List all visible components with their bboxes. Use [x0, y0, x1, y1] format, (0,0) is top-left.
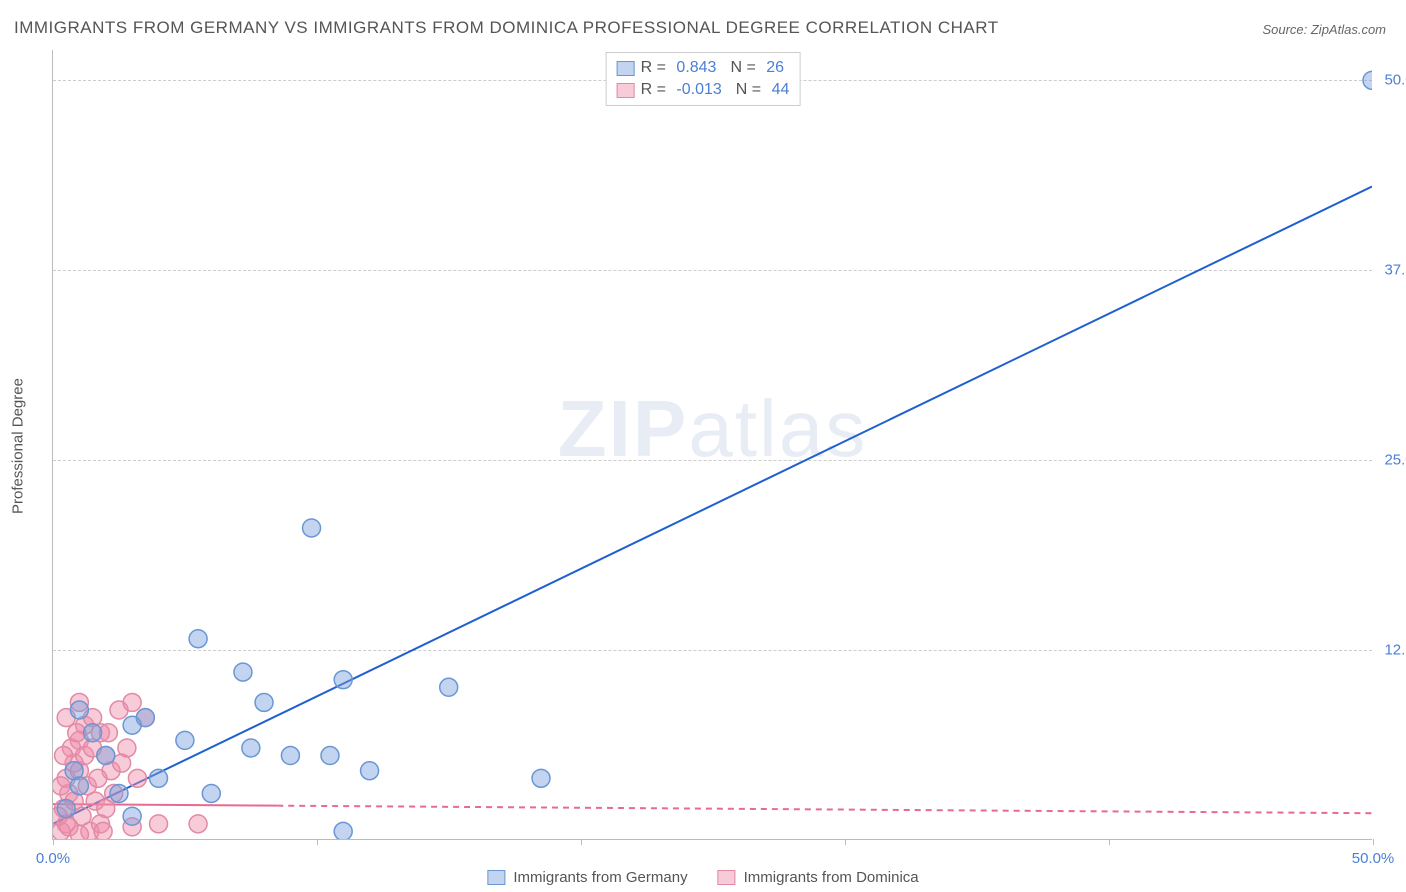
data-point [128, 769, 146, 787]
legend-swatch [718, 870, 736, 885]
data-point [94, 822, 112, 839]
y-tick-label: 37.5% [1384, 262, 1406, 279]
data-point [123, 716, 141, 734]
legend-swatch [617, 83, 635, 98]
data-point [97, 747, 115, 765]
data-point [84, 724, 102, 742]
legend-correlation-text: R = -0.013N = 44 [641, 79, 790, 101]
data-point [110, 784, 128, 802]
y-axis-title: Professional Degree [10, 378, 27, 514]
legend-correlation: R = 0.843N = 26R = -0.013N = 44 [606, 52, 801, 106]
plot-area: ZIPatlas 12.5%25.0%37.5%50.0%0.0%50.0% [52, 50, 1372, 840]
x-tick [53, 839, 54, 845]
legend-correlation-text: R = 0.843N = 26 [641, 57, 784, 79]
data-point [150, 815, 168, 833]
legend-correlation-row: R = 0.843N = 26 [617, 57, 790, 79]
data-point [89, 769, 107, 787]
x-tick [581, 839, 582, 845]
y-tick-label: 50.0% [1384, 72, 1406, 89]
legend-series-label: Immigrants from Germany [513, 869, 687, 886]
y-tick-label: 12.5% [1384, 642, 1406, 659]
data-point [55, 747, 73, 765]
data-point [1363, 71, 1372, 89]
data-point [123, 807, 141, 825]
data-point [189, 815, 207, 833]
data-point [150, 769, 168, 787]
legend-series-label: Immigrants from Dominica [744, 869, 919, 886]
legend-series-item: Immigrants from Dominica [718, 869, 919, 886]
data-point [242, 739, 260, 757]
data-point [234, 663, 252, 681]
data-point [281, 747, 299, 765]
data-point [303, 519, 321, 537]
x-tick [845, 839, 846, 845]
x-tick [317, 839, 318, 845]
data-point [123, 693, 141, 711]
data-point [321, 747, 339, 765]
data-point [189, 630, 207, 648]
legend-swatch [487, 870, 505, 885]
data-point [361, 762, 379, 780]
legend-swatch [617, 61, 635, 76]
data-point [57, 800, 75, 818]
x-tick-label-start: 0.0% [36, 850, 70, 867]
legend-series-item: Immigrants from Germany [487, 869, 687, 886]
data-point [440, 678, 458, 696]
data-point [255, 693, 273, 711]
data-point [334, 822, 352, 839]
data-point [70, 825, 88, 839]
y-tick-label: 25.0% [1384, 452, 1406, 469]
data-point [65, 762, 83, 780]
x-tick [1373, 839, 1374, 845]
data-point [334, 671, 352, 689]
data-point [70, 701, 88, 719]
data-point [532, 769, 550, 787]
x-tick [1109, 839, 1110, 845]
chart-title: IMMIGRANTS FROM GERMANY VS IMMIGRANTS FR… [14, 18, 999, 38]
chart-svg [53, 50, 1372, 839]
data-point [53, 777, 70, 795]
data-point [176, 731, 194, 749]
source-attribution: Source: ZipAtlas.com [1262, 22, 1386, 37]
legend-correlation-row: R = -0.013N = 44 [617, 79, 790, 101]
data-point [202, 784, 220, 802]
x-tick-label-end: 50.0% [1352, 850, 1395, 867]
legend-series: Immigrants from Germany Immigrants from D… [487, 869, 918, 886]
